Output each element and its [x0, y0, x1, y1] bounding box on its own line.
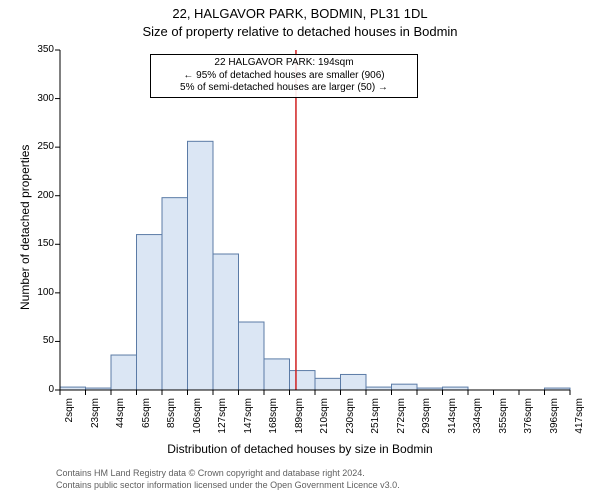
- xtick-label: 272sqm: [396, 398, 407, 438]
- xtick-label: 189sqm: [294, 398, 305, 438]
- chart-container: { "title_line1": "22, HALGAVOR PARK, BOD…: [0, 0, 600, 500]
- xtick-label: 127sqm: [217, 398, 228, 438]
- xtick-label: 210sqm: [319, 398, 330, 438]
- xtick-label: 417sqm: [574, 398, 585, 438]
- xtick-label: 147sqm: [243, 398, 254, 438]
- ytick-label: 100: [24, 287, 54, 298]
- xtick-label: 293sqm: [421, 398, 432, 438]
- xtick-label: 168sqm: [268, 398, 279, 438]
- xtick-label: 85sqm: [166, 398, 177, 438]
- xtick-label: 2sqm: [64, 398, 75, 438]
- ytick-label: 350: [24, 44, 54, 55]
- ytick-label: 150: [24, 238, 54, 249]
- xtick-label: 23sqm: [90, 398, 101, 438]
- footnote-line1: Contains HM Land Registry data © Crown c…: [56, 468, 400, 480]
- xtick-label: 230sqm: [345, 398, 356, 438]
- xtick-label: 106sqm: [192, 398, 203, 438]
- xtick-label: 44sqm: [115, 398, 126, 438]
- xtick-label: 251sqm: [370, 398, 381, 438]
- footnote-line2: Contains public sector information licen…: [56, 480, 400, 492]
- xtick-label: 376sqm: [523, 398, 534, 438]
- xtick-label: 65sqm: [141, 398, 152, 438]
- ytick-label: 250: [24, 141, 54, 152]
- annotation-box: 22 HALGAVOR PARK: 194sqm ← 95% of detach…: [150, 54, 418, 98]
- ytick-label: 50: [24, 335, 54, 346]
- xtick-label: 314sqm: [447, 398, 458, 438]
- x-axis-label: Distribution of detached houses by size …: [0, 442, 600, 456]
- annotation-line3: 5% of semi-detached houses are larger (5…: [155, 82, 413, 95]
- footnote: Contains HM Land Registry data © Crown c…: [56, 468, 400, 491]
- ytick-label: 300: [24, 93, 54, 104]
- ytick-label: 200: [24, 190, 54, 201]
- annotation-line2: ← 95% of detached houses are smaller (90…: [155, 70, 413, 83]
- ytick-label: 0: [24, 384, 54, 395]
- xtick-label: 355sqm: [498, 398, 509, 438]
- xtick-label: 396sqm: [549, 398, 560, 438]
- annotation-line1: 22 HALGAVOR PARK: 194sqm: [155, 57, 413, 70]
- xtick-label: 334sqm: [472, 398, 483, 438]
